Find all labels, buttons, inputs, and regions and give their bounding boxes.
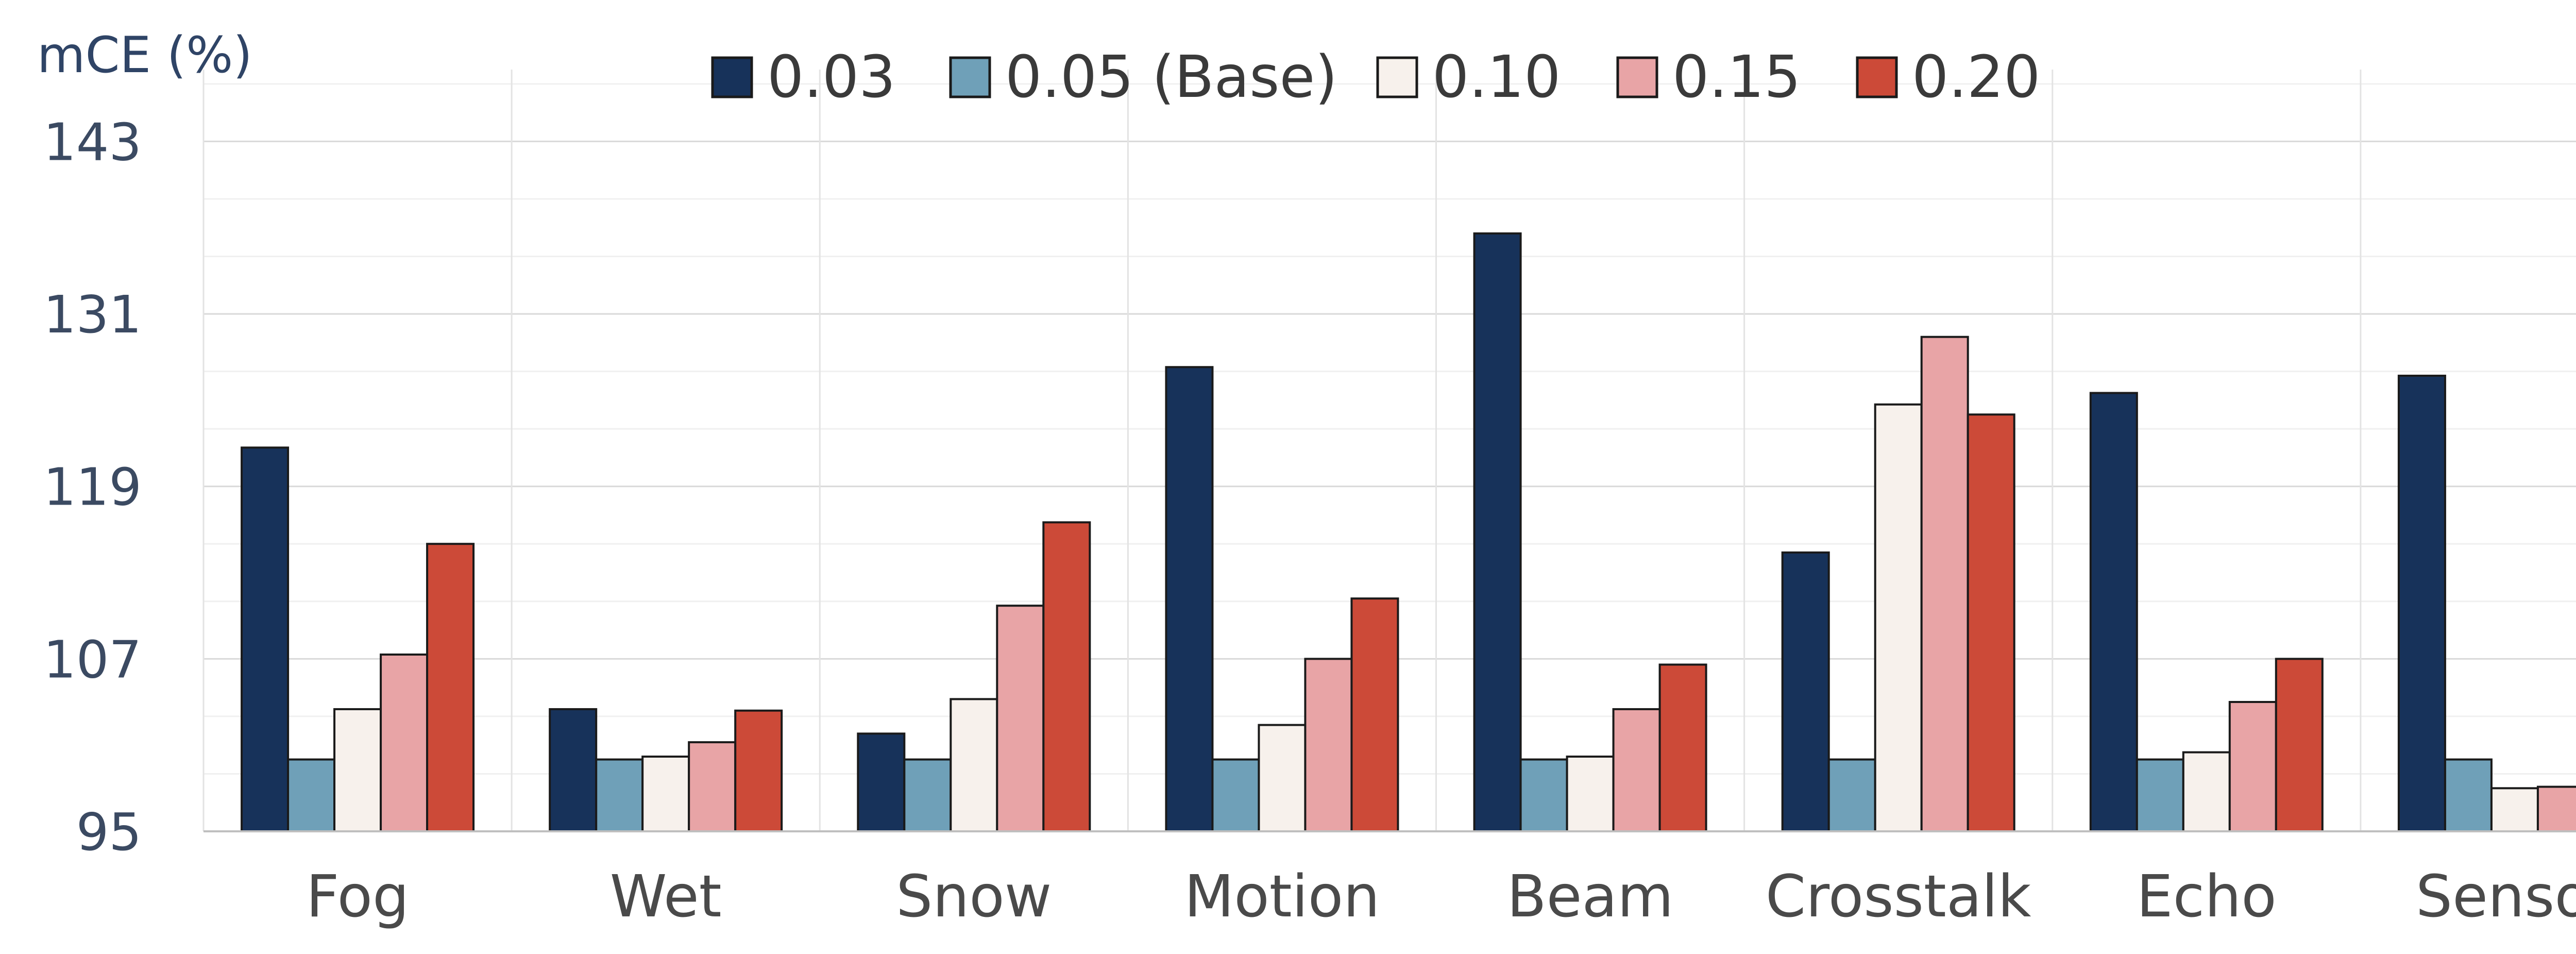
bar-motion-0-05-base xyxy=(1211,758,1260,832)
bar-beam-0-03 xyxy=(1473,232,1522,832)
x-tick-label: Fog xyxy=(306,863,409,930)
legend-swatch xyxy=(1376,56,1418,98)
bar-echo-0-20 xyxy=(2275,658,2324,833)
bar-sensor-0-03 xyxy=(2397,374,2446,832)
x-tick-labels: Fog Wet Snow Motion Beam Crosstalk Echo Sensor xyxy=(306,863,2576,930)
bar-wet-0-05-base xyxy=(595,758,644,832)
bar-echo-0-05-base xyxy=(2136,758,2184,832)
bar-fog-0-05-base xyxy=(287,758,336,832)
bar-sensor-0-10 xyxy=(2490,787,2539,832)
bar-sensor-0-15 xyxy=(2536,785,2576,832)
bars xyxy=(241,232,2576,833)
legend-label: 0.15 xyxy=(1672,44,1801,111)
bar-snow-0-03 xyxy=(857,732,906,832)
y-tick-label: 95 xyxy=(76,802,142,862)
bar-motion-0-03 xyxy=(1165,366,1214,832)
x-tick-label: Sensor xyxy=(2416,863,2576,930)
legend: 0.03 0.05 (Base) 0.10 0.15 0.20 xyxy=(711,44,2040,111)
x-tick-label: Crosstalk xyxy=(1766,863,2031,930)
bar-beam-0-15 xyxy=(1612,708,1661,833)
x-tick-label: Echo xyxy=(2137,863,2277,930)
bar-fog-0-20 xyxy=(426,543,475,832)
legend-item: 0.10 xyxy=(1376,44,1561,111)
bar-beam-0-20 xyxy=(1658,663,1707,832)
y-tick-label: 107 xyxy=(43,629,142,690)
legend-swatch xyxy=(949,56,991,98)
bar-echo-0-15 xyxy=(2228,701,2277,833)
legend-label: 0.05 (Base) xyxy=(1005,44,1337,111)
bar-snow-0-10 xyxy=(950,698,998,833)
bar-snow-0-20 xyxy=(1042,521,1091,832)
y-axis-label: mCE (%) xyxy=(37,26,252,84)
legend-item: 0.05 (Base) xyxy=(949,44,1337,111)
x-tick-label: Snow xyxy=(896,863,1052,930)
legend-label: 0.10 xyxy=(1432,44,1561,111)
legend-label: 0.20 xyxy=(1912,44,2040,111)
bar-crosstalk-0-10 xyxy=(1874,403,1923,832)
y-tick-label: 119 xyxy=(43,457,142,517)
bar-beam-0-10 xyxy=(1566,755,1615,832)
bar-motion-0-10 xyxy=(1258,724,1307,832)
bar-beam-0-05-base xyxy=(1519,758,1568,832)
bar-echo-0-03 xyxy=(2089,392,2138,832)
bar-snow-0-15 xyxy=(996,605,1045,832)
bar-echo-0-10 xyxy=(2182,751,2231,833)
bar-motion-0-15 xyxy=(1304,658,1353,833)
legend-item: 0.20 xyxy=(1856,44,2040,111)
bar-motion-0-20 xyxy=(1350,597,1399,833)
bar-wet-0-20 xyxy=(734,709,783,833)
grid xyxy=(202,70,2576,832)
x-tick-label: Wet xyxy=(610,863,722,930)
y-tick-label: 143 xyxy=(43,112,142,172)
bar-snow-0-05-base xyxy=(903,758,952,832)
bar-sensor-0-05-base xyxy=(2444,758,2493,832)
bar-crosstalk-0-15 xyxy=(1920,336,1969,832)
bar-wet-0-10 xyxy=(641,755,690,832)
bar-fog-0-15 xyxy=(380,653,429,832)
legend-label: 0.03 xyxy=(767,44,895,111)
bar-fog-0-10 xyxy=(333,708,382,833)
bar-wet-0-03 xyxy=(549,708,598,833)
bar-fog-0-03 xyxy=(241,446,290,832)
bar-wet-0-15 xyxy=(688,741,737,833)
legend-swatch xyxy=(1856,56,1898,98)
bar-crosstalk-0-20 xyxy=(1967,413,2015,832)
legend-swatch xyxy=(711,56,753,98)
legend-item: 0.15 xyxy=(1616,44,1801,111)
legend-swatch xyxy=(1616,56,1658,98)
bar-crosstalk-0-05-base xyxy=(1827,758,1876,832)
legend-item: 0.03 xyxy=(711,44,895,111)
x-tick-label: Beam xyxy=(1507,863,1673,930)
bar-crosstalk-0-03 xyxy=(1781,551,1830,832)
y-tick-labels: 95 107 119 131 143 xyxy=(43,112,142,862)
y-tick-label: 131 xyxy=(43,284,142,345)
x-tick-label: Motion xyxy=(1184,863,1380,930)
